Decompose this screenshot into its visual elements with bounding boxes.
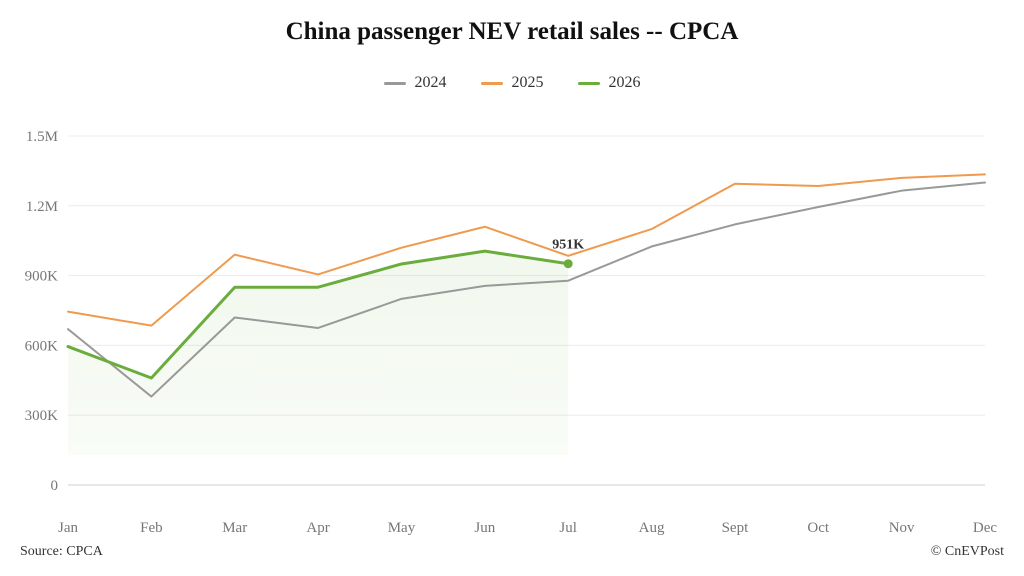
series-2026-area (68, 251, 569, 455)
chart-title: China passenger NEV retail sales -- CPCA (285, 18, 739, 45)
y-tick-label: 0 (51, 478, 59, 494)
legend-swatch (480, 81, 503, 85)
y-tick-label: 900K (25, 269, 59, 285)
x-tick-label: Feb (140, 520, 163, 536)
x-tick-label: Mar (222, 520, 247, 536)
y-tick-label: 1.5M (26, 129, 58, 145)
x-tick-label: Aug (639, 520, 665, 536)
legend-swatch (383, 81, 406, 85)
x-tick-label: Jun (474, 520, 495, 536)
y-tick-label: 1.2M (26, 199, 58, 215)
series-2025-line (67, 173, 986, 327)
series-2026-line (66, 249, 570, 380)
x-tick-label: Dec (973, 520, 997, 536)
source-note: Source: CPCA (20, 544, 103, 559)
x-tick-label: Apr (306, 520, 329, 536)
x-tick-label: Jul (559, 520, 577, 536)
x-tick-label: Nov (889, 520, 915, 536)
x-tick-label: Jan (58, 520, 78, 536)
legend-item-2024: 2024 (383, 74, 447, 92)
legend-label: 2024 (414, 74, 447, 91)
legend-item-2026: 2026 (577, 74, 641, 92)
x-tick-label: Oct (807, 520, 829, 536)
x-tick-label: May (388, 520, 416, 536)
series-2026-endpoint (563, 259, 573, 269)
legend-swatch (577, 81, 600, 85)
y-tick-label: 300K (25, 408, 59, 424)
data-label: 951K (552, 238, 584, 253)
legend: 2024 2025 2026 (0, 74, 1024, 92)
credit-note: © CnEVPost (930, 544, 1004, 559)
series-2024-line (67, 181, 986, 398)
legend-label: 2026 (608, 74, 641, 91)
y-tick-label: 600K (25, 338, 59, 354)
legend-label: 2025 (511, 74, 544, 91)
legend-item-2025: 2025 (480, 74, 544, 92)
x-tick-label: Sept (722, 520, 750, 536)
